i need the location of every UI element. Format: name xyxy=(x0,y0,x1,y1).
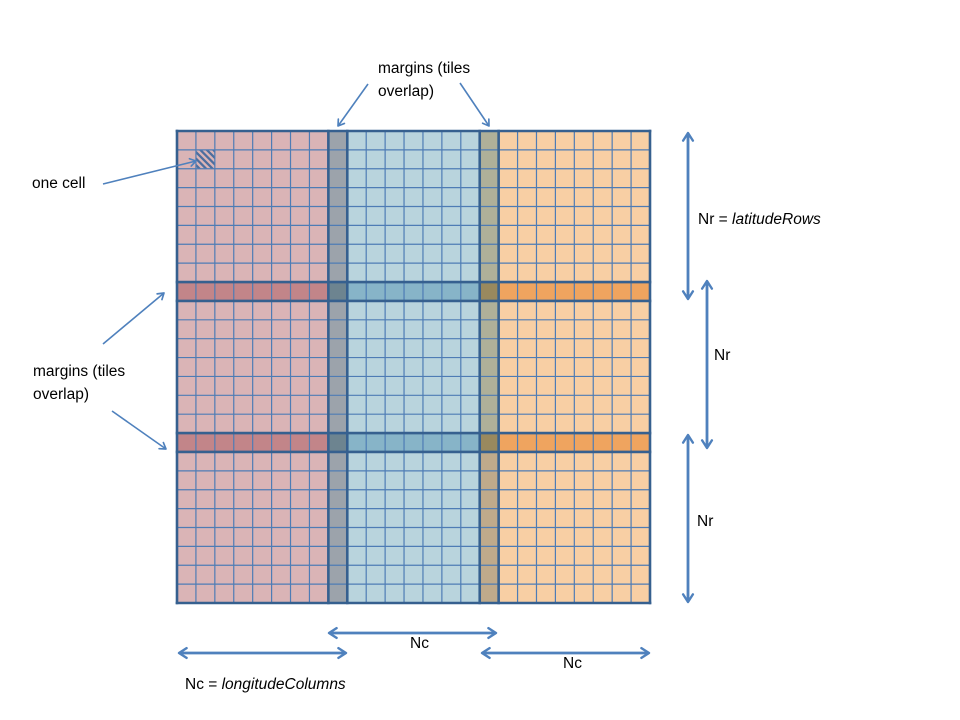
overlap-row-overlap-column-right xyxy=(479,433,499,452)
overlap-row-overlap-column-left xyxy=(328,282,348,301)
left-overlap-label-line1: margins (tiles xyxy=(33,363,126,380)
left-margin-pointer-upper xyxy=(102,292,165,345)
top-margin-pointer-right xyxy=(459,82,490,127)
overlap-row-middle-tile-blue xyxy=(347,282,480,301)
nr-total-variable: latitudeRows xyxy=(732,211,821,228)
nr-latituderows-label: Nr = latitudeRows xyxy=(698,208,821,231)
nc-total-variable: longitudeColumns xyxy=(221,676,346,693)
nc-right-label: Nc xyxy=(563,655,582,672)
nr-bottom-label: Nr xyxy=(697,513,714,530)
overlap-row-overlap-column-right xyxy=(479,282,499,301)
one-cell-label: one cell xyxy=(32,175,86,192)
nc-total-prefix: Nc = xyxy=(185,676,222,693)
top-overlap-label: margins (tiles overlap) xyxy=(378,57,470,103)
overlap-row-middle-tile-blue xyxy=(347,433,480,452)
nc-middle-label: Nc xyxy=(410,635,429,652)
left-margin-pointer-lower xyxy=(111,410,167,450)
one-cell-highlight xyxy=(195,149,215,169)
arrow-layer xyxy=(102,82,714,660)
nr-total-prefix: Nr = xyxy=(698,211,733,228)
overlap-column-left xyxy=(328,131,348,603)
grid-layer xyxy=(175,129,652,605)
top-overlap-label-line2: overlap) xyxy=(378,83,434,100)
middle-tile-blue xyxy=(347,131,480,603)
nc-longitudecolumns-label: Nc = longitudeColumns xyxy=(185,673,346,696)
one-cell-pointer xyxy=(102,157,197,185)
top-margin-pointer-left xyxy=(337,83,369,127)
left-overlap-label-line2: overlap) xyxy=(33,386,89,403)
left-overlap-label: margins (tiles overlap) xyxy=(33,360,125,406)
overlap-row-overlap-column-left xyxy=(328,433,348,452)
nr-middle-label: Nr xyxy=(714,347,731,364)
top-overlap-label-line1: margins (tiles xyxy=(378,60,471,77)
